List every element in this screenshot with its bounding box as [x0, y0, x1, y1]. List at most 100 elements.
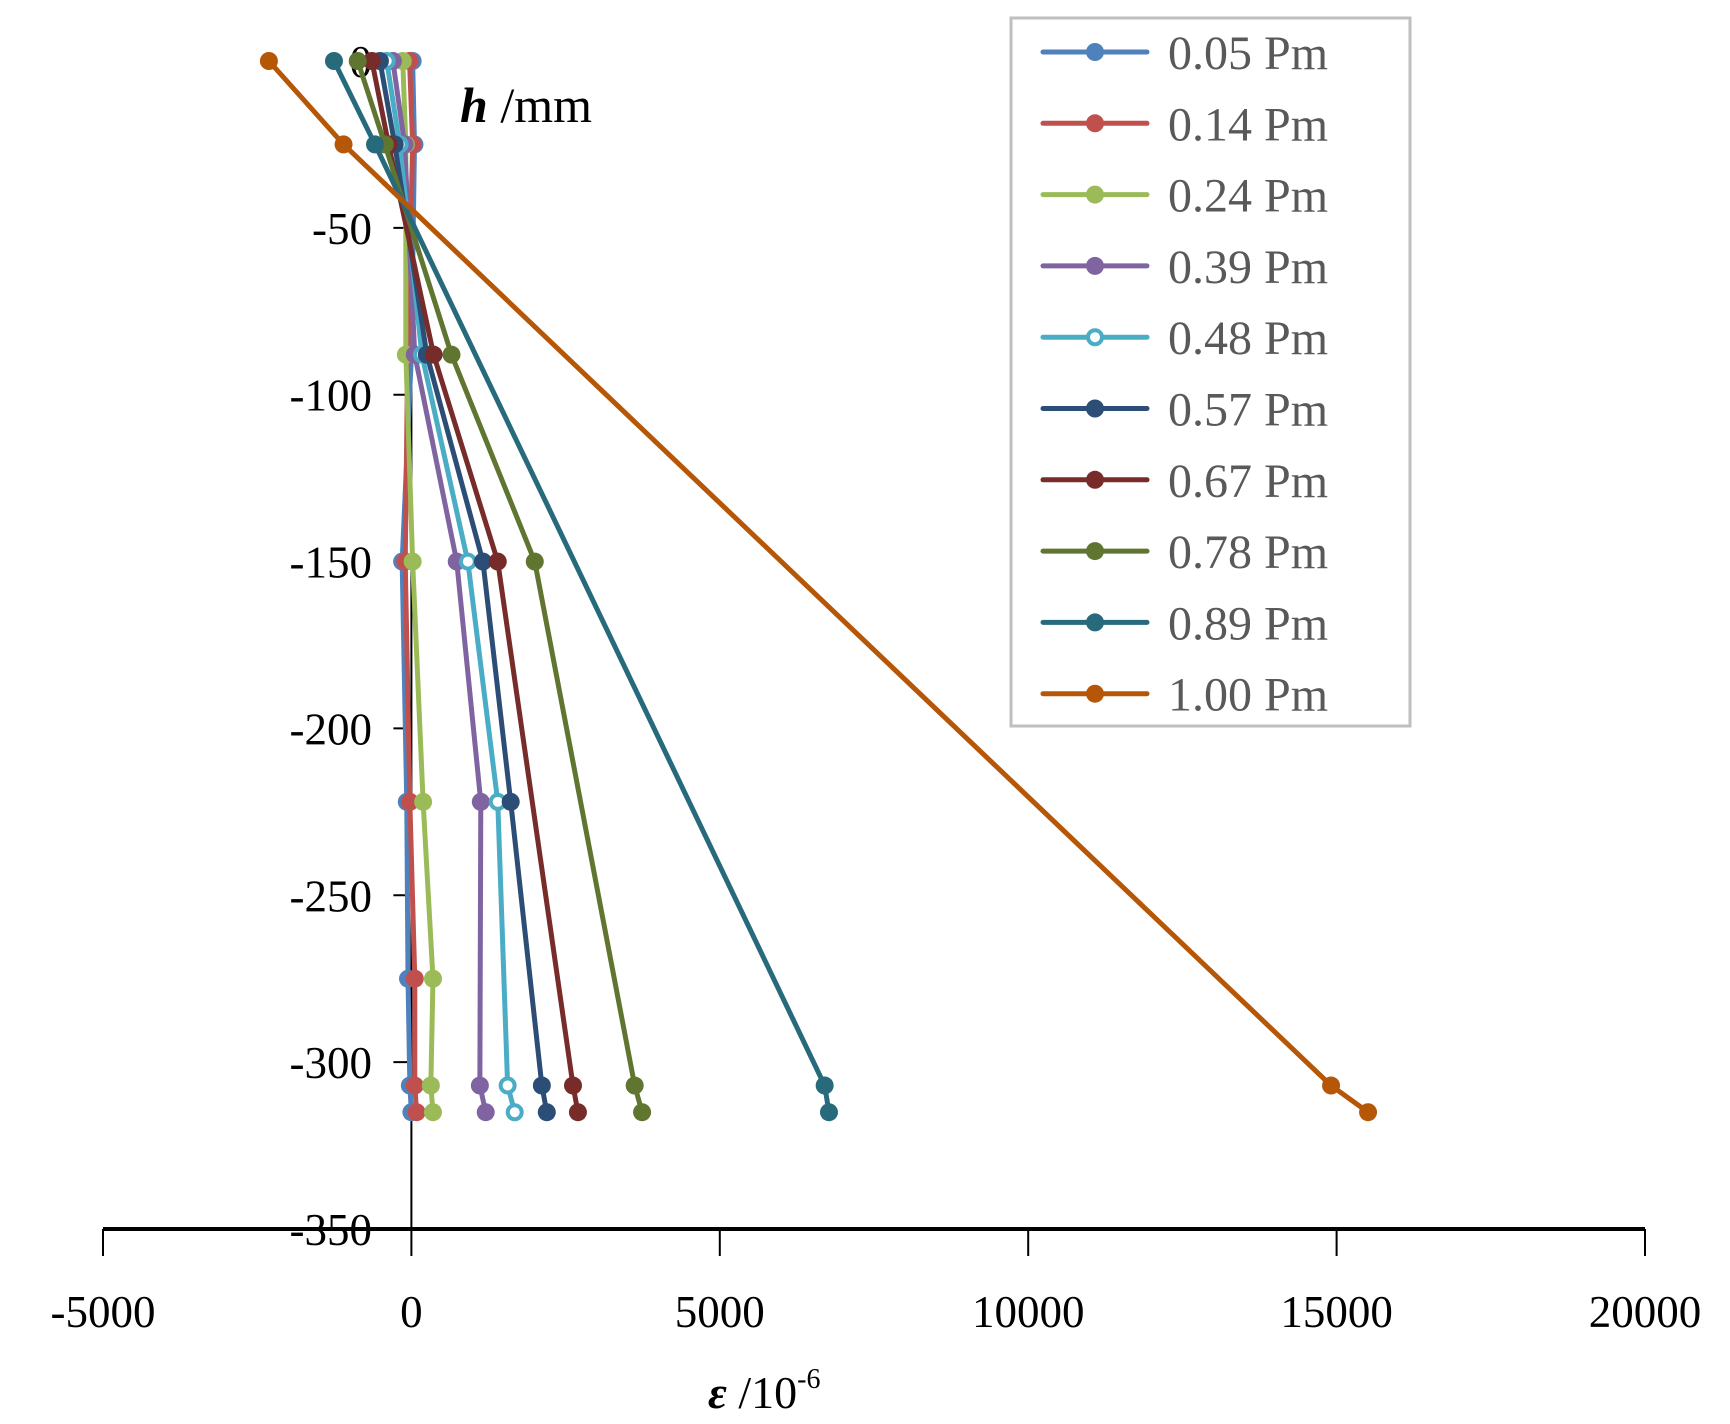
y-tick-label: -100 — [290, 371, 373, 421]
legend-item: 0.48 Pm — [1040, 312, 1328, 365]
x-tick-label: 15000 — [1280, 1287, 1393, 1337]
series-0-57-Pm — [370, 52, 556, 1122]
legend-marker — [1086, 256, 1104, 275]
x-axis-exponent: -6 — [797, 1364, 820, 1395]
y-tick-label: -50 — [312, 204, 372, 254]
data-point — [458, 552, 477, 571]
x-tick-labels: -5000 0 5000 10000 15000 20000 — [51, 1287, 1702, 1337]
legend-label: 0.39 Pm — [1168, 241, 1328, 294]
data-point — [815, 1076, 834, 1095]
legend-label: 0.78 Pm — [1168, 526, 1328, 579]
plot-area — [259, 52, 1378, 1122]
legend-label: 0.57 Pm — [1168, 384, 1328, 437]
x-tick-label: 20000 — [1589, 1287, 1702, 1337]
data-point — [532, 1076, 551, 1095]
legend-label: 1.00 Pm — [1168, 669, 1328, 722]
legend-item: 1.00 Pm — [1040, 669, 1328, 722]
data-point — [403, 552, 422, 571]
data-point — [1322, 1076, 1341, 1095]
y-tick-label: -350 — [290, 1205, 373, 1255]
legend-item: 0.39 Pm — [1040, 241, 1328, 294]
legend-item: 0.67 Pm — [1040, 455, 1328, 508]
legend-item: 0.14 Pm — [1040, 98, 1328, 151]
data-point — [473, 552, 492, 571]
data-point — [421, 1076, 440, 1095]
data-point — [471, 792, 490, 811]
y-tick-label: -250 — [290, 871, 373, 921]
data-point — [470, 1076, 489, 1095]
series-line — [267, 59, 1370, 1115]
legend-marker — [1086, 542, 1104, 561]
x-axis-label: ε /10-6 — [708, 1364, 820, 1418]
x-tick-label: 5000 — [675, 1287, 765, 1337]
data-point — [424, 345, 443, 364]
legend-marker — [1086, 613, 1104, 632]
data-point — [407, 1103, 426, 1122]
data-point — [568, 1103, 587, 1122]
data-point — [400, 792, 419, 811]
y-tick-labels: 0-50-100-150-200-250-300-350 — [290, 37, 373, 1255]
data-point — [633, 1103, 652, 1122]
data-point — [505, 1103, 524, 1122]
x-axis-unit: /10 — [727, 1367, 797, 1418]
series-0-67-Pm — [362, 52, 587, 1122]
data-point — [476, 1103, 495, 1122]
x-axis-symbol: ε — [708, 1367, 727, 1418]
legend-marker — [1086, 399, 1104, 418]
data-point — [442, 345, 461, 364]
data-point — [405, 1076, 424, 1095]
legend-marker — [1086, 470, 1104, 489]
data-point — [819, 1103, 838, 1122]
data-point — [362, 52, 381, 70]
data-point — [324, 52, 343, 70]
legend: 0.05 Pm 0.14 Pm 0.24 Pm 0.39 Pm 0.48 Pm 0.57 … — [1009, 16, 1412, 728]
data-point — [348, 52, 367, 70]
series-0-89-Pm — [324, 52, 838, 1122]
data-point — [334, 135, 353, 154]
legend-item: 0.05 Pm — [1040, 27, 1328, 80]
data-point — [414, 792, 433, 811]
data-point — [501, 792, 520, 811]
legend-marker — [1086, 43, 1104, 61]
legend-item: 0.57 Pm — [1040, 384, 1328, 437]
x-tick-label: 0 — [400, 1287, 423, 1337]
data-point — [259, 52, 278, 70]
y-tick-label: -300 — [290, 1038, 373, 1088]
legend-item: 0.78 Pm — [1040, 526, 1328, 579]
legend-marker — [1086, 328, 1104, 347]
legend-marker — [1086, 185, 1104, 204]
data-point — [625, 1076, 644, 1095]
legend-marker — [1086, 114, 1104, 133]
legend-label: 0.67 Pm — [1168, 455, 1328, 508]
data-point — [564, 1076, 583, 1095]
data-point — [366, 135, 385, 154]
series-0-78-Pm — [348, 52, 652, 1122]
y-tick-label: -200 — [290, 704, 373, 754]
legend-marker — [1086, 684, 1104, 703]
data-point — [537, 1103, 556, 1122]
y-tick-label: -150 — [290, 538, 373, 588]
series-line — [331, 59, 832, 1113]
y-axis-symbol: h — [460, 77, 488, 133]
data-point — [488, 552, 507, 571]
data-point — [405, 969, 424, 988]
data-point — [525, 552, 544, 571]
legend-label: 0.89 Pm — [1168, 597, 1328, 650]
data-point — [423, 1103, 442, 1122]
series-line — [402, 60, 420, 1113]
legend-label: 0.48 Pm — [1168, 312, 1328, 365]
y-axis-label: h /mm — [460, 77, 592, 133]
data-point — [498, 1076, 517, 1095]
legend-item: 0.24 Pm — [1040, 170, 1328, 223]
y-axis-unit: /mm — [488, 77, 592, 133]
legend-label: 0.05 Pm — [1168, 27, 1328, 80]
legend-item: 0.89 Pm — [1040, 597, 1328, 650]
series-1-00-Pm — [259, 52, 1378, 1122]
data-point — [1359, 1103, 1378, 1122]
legend-label: 0.14 Pm — [1168, 98, 1328, 151]
legend-box — [1009, 16, 1412, 728]
data-point — [423, 969, 442, 988]
x-tick-label: 10000 — [972, 1287, 1085, 1337]
legend-label: 0.24 Pm — [1168, 170, 1328, 223]
